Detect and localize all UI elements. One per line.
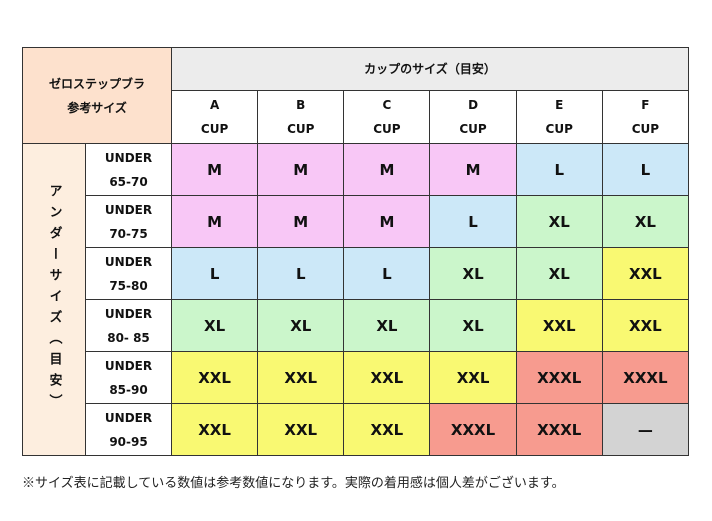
under-range: 80- 85 (107, 330, 150, 345)
under-range: 65-70 (109, 174, 148, 189)
under-label: UNDER (104, 410, 153, 425)
size-table: ゼロステップブラ 参考サイズ カップのサイズ（目安） A CUP B CUP C CUP D… (21, 47, 690, 456)
size-cell: XL (257, 299, 345, 352)
size-cell: L (257, 247, 345, 300)
under-cell: UNDER 90-95 (84, 403, 173, 456)
cup-letter: F (641, 98, 650, 112)
under-cell: UNDER 65-70 (84, 143, 173, 196)
size-row: UNDER 70-75 M M M L XL XL (23, 195, 690, 248)
under-label: UNDER (104, 254, 153, 269)
size-cell: XXL (601, 247, 690, 300)
corner-line: 参考サイズ (67, 100, 127, 115)
cup-label: CUP (631, 122, 660, 136)
size-cell: XXL (515, 299, 603, 352)
under-range: 70-75 (109, 226, 148, 241)
size-cell: XXL (343, 403, 431, 456)
cup-label: CUP (200, 122, 229, 136)
size-cell: XXL (429, 351, 517, 404)
under-range: 75-80 (109, 278, 148, 293)
under-label: UNDER (104, 358, 153, 373)
under-title-cell: アンダーサイズ（目安） (22, 143, 86, 456)
size-cell: XXXL (601, 351, 690, 404)
footnote: ※サイズ表に記載している数値は参考数値になります。実際の着用感は個人差がございま… (22, 476, 565, 491)
cup-header: C CUP (343, 90, 431, 144)
under-cell: UNDER 80- 85 (84, 299, 173, 352)
size-cell: XXXL (515, 351, 603, 404)
size-cell: XXL (257, 403, 345, 456)
cup-header: A CUP (171, 90, 259, 144)
size-cell: XXL (171, 403, 259, 456)
corner-line: ゼロステップブラ (49, 76, 146, 91)
cup-letter: A (209, 98, 220, 112)
size-cell: L (429, 195, 517, 248)
size-cell: M (343, 143, 431, 196)
size-cell: XL (515, 247, 603, 300)
size-cell: L (343, 247, 431, 300)
size-cell: M (429, 143, 517, 196)
under-label: UNDER (104, 150, 153, 165)
under-label: UNDER (104, 202, 153, 217)
cup-letter: D (468, 98, 479, 112)
cup-title: カップのサイズ（目安） (171, 47, 689, 91)
size-cell: XL (515, 195, 603, 248)
size-row: UNDER 90-95 XXL XXL XXL XXXL XXXL — (23, 403, 690, 456)
under-title: アンダーサイズ（目安） (46, 184, 62, 415)
size-cell: XXL (343, 351, 431, 404)
under-cell: UNDER 85-90 (84, 351, 173, 404)
size-cell: M (171, 143, 259, 196)
under-range: 90-95 (109, 434, 148, 449)
size-cell: L (601, 143, 690, 196)
size-cell: XXXL (429, 403, 517, 456)
size-cell: XL (429, 247, 517, 300)
under-range: 85-90 (109, 382, 148, 397)
size-cell: M (257, 195, 345, 248)
cup-label: CUP (373, 122, 401, 136)
size-cell: XL (429, 299, 517, 352)
size-cell: L (515, 143, 603, 196)
size-cell: M (171, 195, 259, 248)
cup-letter: E (555, 98, 564, 112)
size-cell: — (601, 403, 690, 456)
size-cell: XL (343, 299, 431, 352)
size-cell: XXXL (515, 403, 603, 456)
under-label: UNDER (104, 306, 153, 321)
cup-label: CUP (545, 122, 573, 136)
size-cell: XXL (601, 299, 690, 352)
size-cell: XXL (171, 351, 259, 404)
cup-header: D CUP (429, 90, 517, 144)
size-cell: M (343, 195, 431, 248)
cup-letter: C (382, 98, 392, 112)
size-cell: L (171, 247, 259, 300)
size-row: UNDER 80- 85 XL XL XL XL XXL XXL (23, 299, 690, 352)
size-cell: XXL (257, 351, 345, 404)
cup-header: E CUP (515, 90, 603, 144)
size-row: UNDER 85-90 XXL XXL XXL XXL XXXL XXXL (23, 351, 690, 404)
size-cell: XL (601, 195, 690, 248)
cup-header: F CUP (601, 90, 690, 144)
size-cell: M (257, 143, 345, 196)
size-row: UNDER 75-80 L L L XL XL XXL (23, 247, 690, 300)
under-cell: UNDER 75-80 (84, 247, 173, 300)
size-cell: XL (171, 299, 259, 352)
cup-label: CUP (459, 122, 487, 136)
cup-header: B CUP (257, 90, 345, 144)
under-cell: UNDER 70-75 (84, 195, 173, 248)
cup-letter: B (296, 98, 306, 112)
size-row: アンダーサイズ（目安） UNDER 65-70 M M M M L L (22, 143, 690, 456)
corner-cell: ゼロステップブラ 参考サイズ (21, 47, 173, 144)
cup-label: CUP (287, 122, 315, 136)
